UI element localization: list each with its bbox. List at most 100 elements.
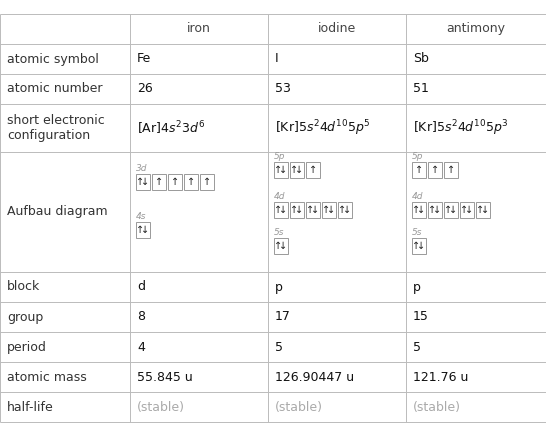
Bar (476, 201, 490, 218)
Bar (274, 238, 288, 254)
Text: ↑: ↑ (136, 177, 145, 187)
Text: ↓: ↓ (418, 241, 425, 251)
Text: Aufbau diagram: Aufbau diagram (7, 205, 108, 218)
Text: 4d: 4d (412, 192, 424, 201)
Text: 26: 26 (137, 82, 153, 95)
Text: short electronic
configuration: short electronic configuration (7, 114, 105, 142)
Text: 5s: 5s (412, 228, 423, 237)
Text: ↑: ↑ (275, 204, 283, 215)
Text: atomic number: atomic number (7, 82, 103, 95)
Text: ↑: ↑ (444, 204, 453, 215)
Text: ↓: ↓ (295, 165, 304, 175)
Text: 4: 4 (137, 341, 145, 354)
Text: 5: 5 (275, 341, 283, 354)
Text: ↑: ↑ (275, 241, 283, 251)
Text: ↑: ↑ (412, 204, 420, 215)
Text: $\mathregular{[Kr]5}s^{\mathregular{2}}\mathregular{4}d^{\mathregular{10}}\mathr: $\mathregular{[Kr]5}s^{\mathregular{2}}\… (413, 118, 509, 138)
Text: 4s: 4s (136, 212, 146, 221)
Bar (428, 201, 442, 218)
Text: 55.845 u: 55.845 u (137, 371, 193, 384)
Bar (460, 201, 474, 218)
Text: atomic symbol: atomic symbol (7, 52, 99, 65)
Bar (444, 201, 458, 218)
Text: ↑: ↑ (187, 177, 195, 187)
Text: 5: 5 (413, 341, 421, 354)
Bar (322, 201, 336, 218)
Text: ↓: ↓ (280, 165, 288, 175)
Bar (306, 201, 320, 218)
Text: ↑: ↑ (171, 177, 179, 187)
Text: ↑: ↑ (477, 204, 484, 215)
Text: ↑: ↑ (290, 204, 299, 215)
Text: 15: 15 (413, 310, 429, 324)
Text: $\mathregular{[Kr]5}s^{\mathregular{2}}\mathregular{4}d^{\mathregular{10}}\mathr: $\mathregular{[Kr]5}s^{\mathregular{2}}\… (275, 118, 371, 138)
Text: 126.90447 u: 126.90447 u (275, 371, 354, 384)
Text: 51: 51 (413, 82, 429, 95)
Text: 17: 17 (275, 310, 291, 324)
Text: ↑: ↑ (203, 177, 211, 187)
Text: Sb: Sb (413, 52, 429, 65)
Bar (412, 238, 426, 254)
Text: period: period (7, 341, 47, 354)
Text: 5p: 5p (412, 152, 424, 161)
Text: ↓: ↓ (343, 204, 352, 215)
Text: ↑: ↑ (323, 204, 330, 215)
Bar (290, 201, 304, 218)
Text: ↓: ↓ (465, 204, 473, 215)
Bar (274, 201, 288, 218)
Text: p: p (275, 280, 283, 293)
Text: ↓: ↓ (328, 204, 336, 215)
Text: 5s: 5s (274, 228, 284, 237)
Text: ↑: ↑ (136, 225, 145, 235)
Text: ↑: ↑ (275, 165, 283, 175)
Bar (136, 222, 150, 238)
Text: ↑: ↑ (339, 204, 347, 215)
Text: ↓: ↓ (418, 204, 425, 215)
Text: ↓: ↓ (141, 225, 150, 235)
Bar (444, 162, 458, 178)
Text: 121.76 u: 121.76 u (413, 371, 468, 384)
Text: p: p (413, 280, 421, 293)
Text: I: I (275, 52, 278, 65)
Text: ↑: ↑ (447, 165, 455, 175)
Bar (168, 174, 182, 190)
Text: ↑: ↑ (306, 204, 314, 215)
Bar (200, 174, 214, 190)
Text: block: block (7, 280, 40, 293)
Bar (290, 162, 304, 178)
Text: d: d (137, 280, 145, 293)
Text: ↓: ↓ (482, 204, 490, 215)
Bar (412, 162, 426, 178)
Bar (306, 162, 320, 178)
Text: ↓: ↓ (280, 241, 288, 251)
Text: iodine: iodine (318, 23, 356, 35)
Text: ↓: ↓ (434, 204, 442, 215)
Text: ↑: ↑ (155, 177, 163, 187)
Bar (184, 174, 198, 190)
Text: iron: iron (187, 23, 211, 35)
Text: half-life: half-life (7, 401, 54, 413)
Text: atomic mass: atomic mass (7, 371, 87, 384)
Text: 3d: 3d (136, 164, 147, 173)
Text: ↓: ↓ (449, 204, 458, 215)
Text: 4d: 4d (274, 192, 286, 201)
Text: ↑: ↑ (309, 165, 317, 175)
Text: group: group (7, 310, 43, 324)
Text: ↑: ↑ (412, 241, 420, 251)
Text: (stable): (stable) (275, 401, 323, 413)
Text: ↓: ↓ (280, 204, 288, 215)
Text: 53: 53 (275, 82, 291, 95)
Text: $\mathregular{[Ar]4}s^{\mathregular{2}}\mathregular{3}d^{\mathregular{6}}$: $\mathregular{[Ar]4}s^{\mathregular{2}}\… (137, 119, 205, 137)
Text: ↑: ↑ (415, 165, 423, 175)
Text: Fe: Fe (137, 52, 151, 65)
Text: ↑: ↑ (429, 204, 437, 215)
Bar (274, 162, 288, 178)
Text: (stable): (stable) (137, 401, 185, 413)
Text: 5p: 5p (274, 152, 286, 161)
Bar (338, 201, 352, 218)
Text: ↓: ↓ (295, 204, 304, 215)
Text: ↑: ↑ (290, 165, 299, 175)
Bar (136, 174, 150, 190)
Bar (412, 201, 426, 218)
Text: antimony: antimony (447, 23, 506, 35)
